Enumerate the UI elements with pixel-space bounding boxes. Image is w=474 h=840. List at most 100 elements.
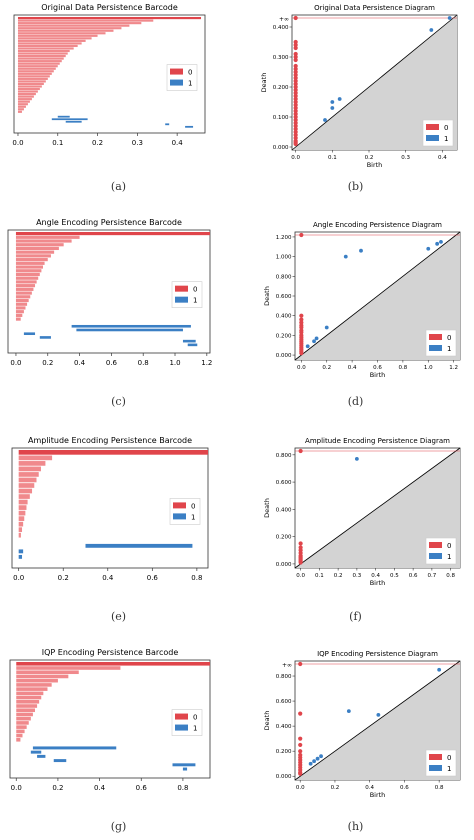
- h0-bar: [18, 521, 24, 527]
- barcode-chart-original: Original Data Persistence Barcode 0.0 0.1 0…: [12, 3, 206, 147]
- x-tick-label: 0.0: [10, 359, 21, 367]
- h1-point: [337, 97, 342, 101]
- h1-point: [343, 254, 348, 259]
- h0-point: [298, 749, 303, 754]
- y-axis-label: Death: [260, 73, 268, 93]
- panel-g: IQP Encoding Persistence Barcode 0.0 0.2 0.…: [0, 630, 237, 840]
- h0-bar: [17, 105, 26, 108]
- x-tick-label: 0.0: [297, 365, 306, 371]
- h0-bar: [17, 98, 32, 101]
- x-tick-label: 0.6: [147, 574, 159, 582]
- h0-point: [293, 135, 298, 141]
- x-axis-label: Birth: [370, 371, 386, 379]
- x-tick-label: 0.2: [52, 784, 63, 792]
- h0-bar: [17, 67, 56, 70]
- y-tick-label: 0.600: [276, 294, 292, 300]
- h1-bar: [187, 343, 198, 347]
- h0-point: [293, 51, 298, 57]
- h1-point: [312, 759, 317, 764]
- h0-point: [293, 66, 298, 72]
- h0-bar: [18, 532, 21, 538]
- panel-b: Original Data Persistence Diagram +∞ 0.0 0.…: [237, 0, 474, 210]
- h0-bar: [15, 287, 34, 291]
- legend-box: [171, 709, 203, 736]
- h1-point: [426, 246, 431, 251]
- x-tick-label: 0.1: [315, 573, 324, 579]
- h0-bar: [15, 239, 72, 243]
- legend-box: [171, 281, 203, 308]
- y-tick-label: 0.000: [276, 774, 292, 780]
- legend-label-0: 0: [193, 286, 197, 294]
- h0-bar: [15, 246, 59, 251]
- caption-d: (d): [347, 395, 364, 408]
- h1-bar: [76, 328, 183, 332]
- legend-label-0: 0: [447, 334, 451, 342]
- legend-label-0: 0: [193, 714, 197, 722]
- x-tick-label: 0.2: [334, 573, 343, 579]
- h0-infinite-point: [293, 15, 298, 21]
- h0-bar: [16, 725, 27, 729]
- h0-bar: [17, 110, 22, 113]
- x-tick-label: 0.8: [138, 359, 149, 367]
- h0-bar: [17, 65, 58, 68]
- x-tick-label: 0.0: [291, 155, 300, 161]
- legend-label-1: 1: [447, 345, 451, 353]
- chart-title: Original Data Persistence Barcode: [41, 3, 178, 12]
- h0-bar: [17, 80, 46, 83]
- diagonal-line: [294, 447, 461, 569]
- caption-g: (g): [110, 820, 127, 833]
- h0-bar: [17, 72, 52, 75]
- h0-point: [293, 126, 298, 132]
- h0-bar: [17, 37, 92, 40]
- x-tick-label: 0.0: [296, 573, 305, 579]
- chart-title: Amplitude Encoding Persistence Diagram: [305, 437, 450, 445]
- h0-point: [293, 129, 298, 135]
- h0-bar: [18, 488, 33, 494]
- h0-point: [293, 102, 298, 108]
- y-tick-label: 0.800: [276, 674, 292, 680]
- h0-point: [293, 39, 298, 45]
- h0-point: [298, 560, 303, 565]
- h0-bar: [17, 27, 122, 30]
- h1-bar: [172, 763, 196, 767]
- h0-bar: [15, 306, 26, 310]
- h1-bar: [85, 543, 193, 548]
- h0-bar: [17, 95, 34, 98]
- y-tick-label: 0.000: [273, 145, 289, 151]
- h0-bar: [16, 666, 121, 670]
- legend-label-1: 1: [188, 80, 192, 88]
- x-tick-label: 0.6: [409, 573, 418, 579]
- h1-point: [376, 712, 381, 717]
- y-tick-label: 1.000: [276, 255, 292, 261]
- h1-bar: [182, 339, 196, 343]
- h0-bar: [16, 733, 23, 738]
- h0-bar: [16, 691, 44, 696]
- x-tick-label: 0.0: [13, 574, 24, 582]
- h0-point: [293, 42, 298, 48]
- h0-bar: [17, 47, 74, 50]
- chart-title: IQP Encoding Persistence Diagram: [317, 650, 438, 658]
- h0-bar: [17, 60, 62, 63]
- h1-point: [315, 756, 320, 761]
- h0-bar: [18, 455, 53, 461]
- h0-bar: [15, 295, 31, 299]
- h1-point: [314, 336, 319, 341]
- h1-point: [346, 709, 351, 714]
- legend-swatch-0: [173, 502, 186, 509]
- h0-point: [298, 771, 303, 776]
- h0-bar: [15, 298, 29, 303]
- panel-e: Amplitude Encoding Persistence Barcode 0.…: [0, 420, 237, 630]
- x-tick-label: 0.2: [42, 359, 53, 367]
- barcode-chart-iqp: IQP Encoding Persistence Barcode 0.0 0.2 0.…: [9, 648, 211, 792]
- x-tick-label: 0.6: [106, 359, 118, 367]
- y-tick-label: 0.200: [276, 333, 292, 339]
- h0-bar: [18, 477, 37, 483]
- legend-swatch-1: [170, 79, 183, 86]
- h0-bar: [17, 44, 78, 48]
- y-axis-label: Death: [263, 286, 271, 306]
- h0-bar: [17, 17, 202, 20]
- legend-box: [422, 119, 454, 147]
- h0-bar: [18, 483, 35, 488]
- x-tick-label: 0.6: [136, 784, 148, 792]
- legend-swatch-1: [175, 724, 188, 731]
